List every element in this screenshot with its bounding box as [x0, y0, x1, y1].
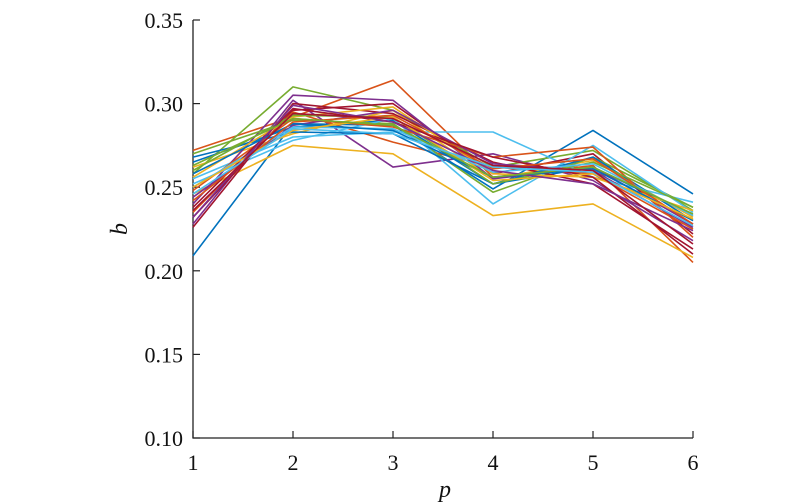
series-line-26 [192, 117, 694, 215]
x-tick-label: 2 [288, 450, 299, 475]
series-line-27 [192, 127, 694, 227]
series-line-2 [192, 79, 694, 263]
y-tick-label: 0.35 [145, 8, 184, 33]
y-tick-label: 0.15 [145, 342, 184, 367]
y-tick-label: 0.20 [145, 259, 184, 284]
axes: 0.10 0.15 0.20 0.25 0.30 0.35 1 2 3 4 5 6 [145, 8, 699, 475]
axis-labels: pb [107, 223, 451, 503]
x-tick-label: 5 [588, 450, 599, 475]
y-tick-label: 0.25 [145, 175, 184, 200]
y-tick-label: 0.30 [145, 92, 184, 117]
series-line-13 [192, 117, 694, 213]
series-line-22 [192, 122, 694, 222]
series-line-25 [192, 104, 694, 232]
x-axis-label: p [437, 477, 451, 503]
series-line-28 [192, 112, 694, 245]
y-tick-label: 0.10 [145, 426, 184, 451]
y-axis-label: b [107, 223, 133, 235]
x-tick-label: 4 [488, 450, 499, 475]
x-tick-label: 6 [688, 450, 699, 475]
axis-frame [192, 20, 693, 439]
x-tick-label: 1 [188, 450, 199, 475]
series-lines [192, 79, 694, 263]
x-tick-label: 3 [388, 450, 399, 475]
series-line-3 [192, 144, 694, 259]
series-line-10 [192, 109, 694, 218]
